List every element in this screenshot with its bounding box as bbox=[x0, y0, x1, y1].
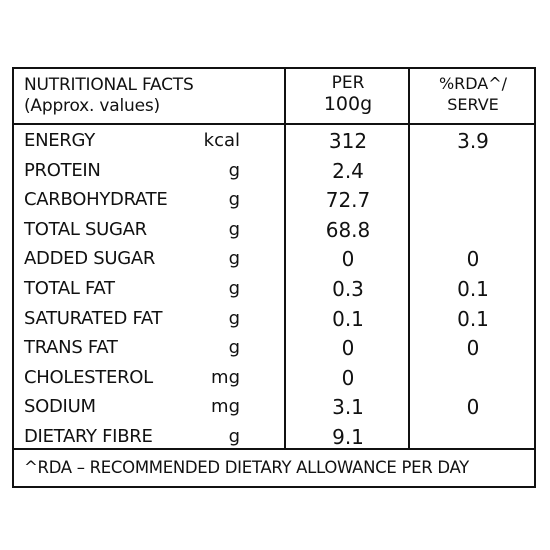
per-value: 100g bbox=[323, 93, 373, 115]
nutrient-name: TOTAL FAT bbox=[24, 278, 115, 299]
nutrient-unit: g bbox=[228, 307, 240, 329]
nutrient-row: PROTEIN g 2.4 bbox=[14, 156, 534, 186]
nutrient-row: CARBOHYDRATE g 72.7 bbox=[14, 185, 534, 215]
nutrient-name: PROTEIN bbox=[24, 159, 101, 181]
nutrient-unit: mg bbox=[211, 366, 240, 388]
nutrient-rda-per-serve: 0 bbox=[466, 336, 480, 361]
nutrient-unit: g bbox=[228, 189, 240, 211]
nutrient-name: SODIUM bbox=[24, 396, 96, 418]
rda-label-line1: %RDA^/ bbox=[438, 74, 508, 93]
nutrient-name: SATURATED FAT bbox=[24, 307, 163, 329]
nutrient-name: ENERGY bbox=[24, 130, 95, 151]
table-title: NUTRITIONAL FACTS (Approx. values) bbox=[24, 75, 194, 117]
nutrient-value-per-100g: 0 bbox=[341, 365, 355, 390]
rda-footnote: ^RDA – RECOMMENDED DIETARY ALLOWANCE PER… bbox=[24, 458, 469, 477]
nutrient-name: CHOLESTEROL bbox=[24, 366, 153, 388]
nutrient-row: DIETARY FIBRE g 9.1 bbox=[14, 422, 534, 452]
nutrient-unit: g bbox=[228, 159, 240, 181]
nutrient-value-per-100g: 0 bbox=[341, 247, 355, 272]
table-title-line1: NUTRITIONAL FACTS bbox=[24, 75, 194, 95]
nutrient-value-per-100g: 0.3 bbox=[332, 277, 364, 301]
nutrient-value-per-100g: 312 bbox=[328, 129, 368, 153]
nutrient-row: ENERGY kcal 312 3.9 bbox=[14, 126, 534, 156]
nutrient-rda-per-serve: 3.9 bbox=[457, 129, 489, 153]
nutrient-unit: g bbox=[228, 278, 240, 299]
rda-header: %RDA^/ SERVE bbox=[410, 73, 536, 115]
nutrient-value-per-100g: 0 bbox=[341, 336, 355, 361]
nutrient-rda-per-serve: 0.1 bbox=[457, 277, 489, 301]
nutrient-name: TRANS FAT bbox=[24, 337, 118, 359]
nutrient-row: TOTAL FAT g 0.3 0.1 bbox=[14, 274, 534, 304]
nutrient-rda-per-serve: 0.1 bbox=[457, 306, 489, 331]
footer-divider bbox=[14, 448, 534, 450]
nutrient-row: ADDED SUGAR g 0 0 bbox=[14, 244, 534, 274]
nutrient-value-per-100g: 2.4 bbox=[332, 158, 364, 183]
nutrient-row: CHOLESTEROL mg 0 bbox=[14, 363, 534, 393]
nutrient-unit: kcal bbox=[203, 130, 240, 151]
column-divider-value bbox=[284, 69, 286, 448]
nutrient-name: ADDED SUGAR bbox=[24, 248, 156, 270]
per-100g-header: PER 100g bbox=[286, 73, 410, 115]
nutrient-row: TOTAL SUGAR g 68.8 bbox=[14, 215, 534, 245]
rda-label-line2: SERVE bbox=[447, 95, 499, 114]
nutrient-value-per-100g: 3.1 bbox=[332, 395, 364, 420]
nutrient-unit: mg bbox=[211, 396, 240, 418]
column-divider-rda bbox=[408, 69, 410, 448]
nutrient-name: TOTAL SUGAR bbox=[24, 218, 147, 240]
nutrient-rda-per-serve: 0 bbox=[466, 247, 480, 272]
nutrient-unit: g bbox=[228, 248, 240, 270]
nutrient-value-per-100g: 0.1 bbox=[332, 306, 364, 331]
nutrient-rda-per-serve: 0 bbox=[466, 395, 480, 420]
nutrient-row: SODIUM mg 3.1 0 bbox=[14, 392, 534, 422]
nutrient-row: TRANS FAT g 0 0 bbox=[14, 333, 534, 363]
nutrient-value-per-100g: 68.8 bbox=[325, 217, 371, 242]
header-divider bbox=[14, 123, 534, 125]
nutrient-name: DIETARY FIBRE bbox=[24, 426, 153, 447]
table-title-line2: (Approx. values) bbox=[24, 96, 160, 116]
nutrient-value-per-100g: 9.1 bbox=[332, 425, 364, 449]
nutrient-row: SATURATED FAT g 0.1 0.1 bbox=[14, 304, 534, 334]
per-label: PER bbox=[331, 73, 365, 93]
nutrient-value-per-100g: 72.7 bbox=[325, 188, 371, 213]
nutrient-name: CARBOHYDRATE bbox=[24, 189, 168, 211]
nutrient-unit: g bbox=[228, 218, 240, 240]
nutrition-facts-table: NUTRITIONAL FACTS (Approx. values) PER 1… bbox=[12, 67, 536, 488]
nutrient-unit: g bbox=[228, 337, 240, 359]
nutrient-unit: g bbox=[228, 426, 240, 447]
